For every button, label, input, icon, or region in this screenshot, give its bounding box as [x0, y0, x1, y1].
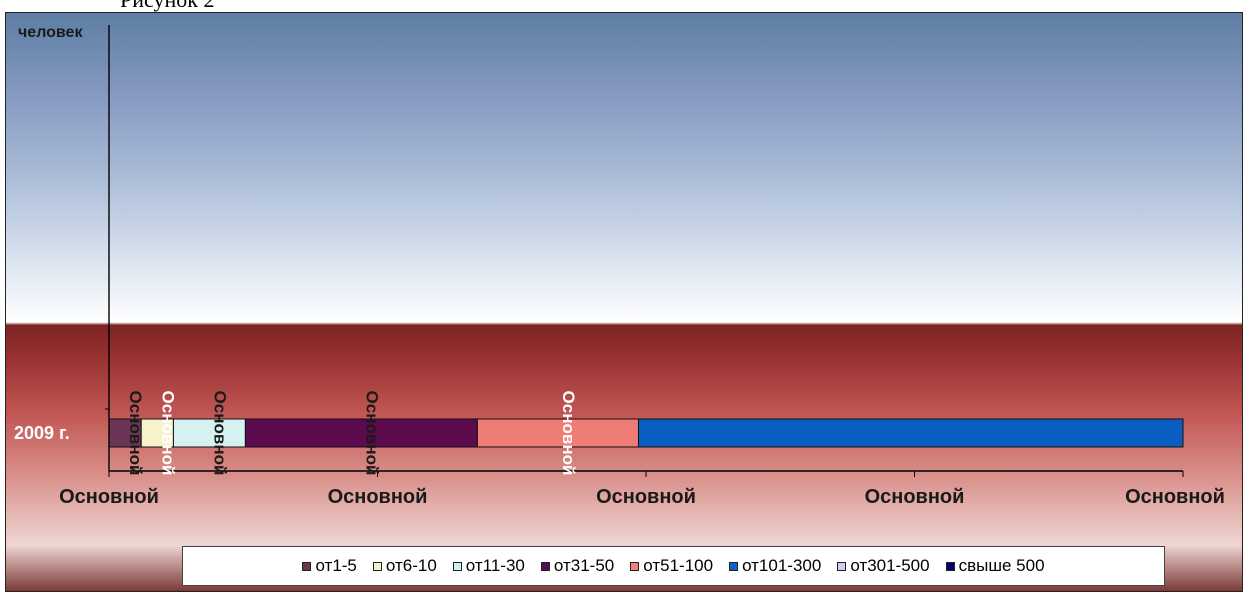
y-category-label-0: 2009 г.: [14, 423, 70, 443]
x-tick-label-3: Основной: [865, 486, 965, 508]
x-tick-label-4: Основной: [1125, 486, 1225, 508]
legend-swatch-6: [837, 561, 847, 571]
x-tick-label-1: Основной: [328, 486, 428, 508]
legend-item-5: от101-300: [729, 556, 821, 576]
data-label-1: Основной: [158, 391, 177, 476]
legend-label-7: свыше 500: [958, 556, 1045, 575]
legend-swatch-2: [452, 561, 462, 571]
legend-label-2: от11-30: [465, 556, 525, 575]
legend-swatch-4: [630, 561, 640, 571]
legend-swatch-7: [945, 561, 955, 571]
data-label-0: Основной: [126, 391, 145, 476]
legend-item-6: от301-500: [837, 556, 930, 576]
legend: от1-5 от6-10 от11-30 от31-50 от51-100 от101-3…: [182, 546, 1165, 586]
chart-area: Основной Основной Основной Основной Основной…: [5, 12, 1243, 592]
legend-item-2: от11-30: [452, 556, 525, 576]
legend-label-4: от51-100: [643, 556, 714, 575]
legend-label-6: от301-500: [850, 556, 930, 575]
figure-caption-fragment: Рисунок 2: [120, 0, 214, 13]
legend-item-7: свыше 500: [945, 556, 1045, 576]
bar-segment-2: [172, 418, 246, 448]
y-axis-title: человек: [18, 24, 83, 41]
legend-swatch-5: [729, 561, 739, 571]
x-tick-label-2: Основной: [596, 486, 696, 508]
bar-segment-5: [637, 418, 1184, 448]
legend-label-0: от1-5: [315, 556, 357, 575]
bar-segment-3: [244, 418, 478, 448]
legend-swatch-3: [540, 561, 550, 571]
bar-segment-1: [140, 418, 174, 448]
legend-item-0: от1-5: [302, 556, 357, 576]
legend-label-1: от6-10: [385, 556, 437, 575]
data-label-4: Основной: [559, 391, 578, 476]
legend-label-3: от31-50: [553, 556, 615, 575]
bar-segment-4: [476, 418, 639, 448]
stacked-bar-chart: Основной Основной Основной Основной Основной…: [14, 24, 1225, 508]
legend-label-5: от101-300: [742, 556, 822, 575]
data-label-3: Основной: [362, 391, 381, 476]
legend-swatch-1: [372, 561, 382, 571]
legend-swatch-0: [302, 561, 312, 571]
legend-item-4: от51-100: [630, 556, 713, 576]
data-label-2: Основной: [210, 391, 229, 476]
legend-item-3: от31-50: [540, 556, 615, 576]
x-tick-label-0: Основной: [59, 486, 159, 508]
legend-item-1: от6-10: [372, 556, 437, 576]
